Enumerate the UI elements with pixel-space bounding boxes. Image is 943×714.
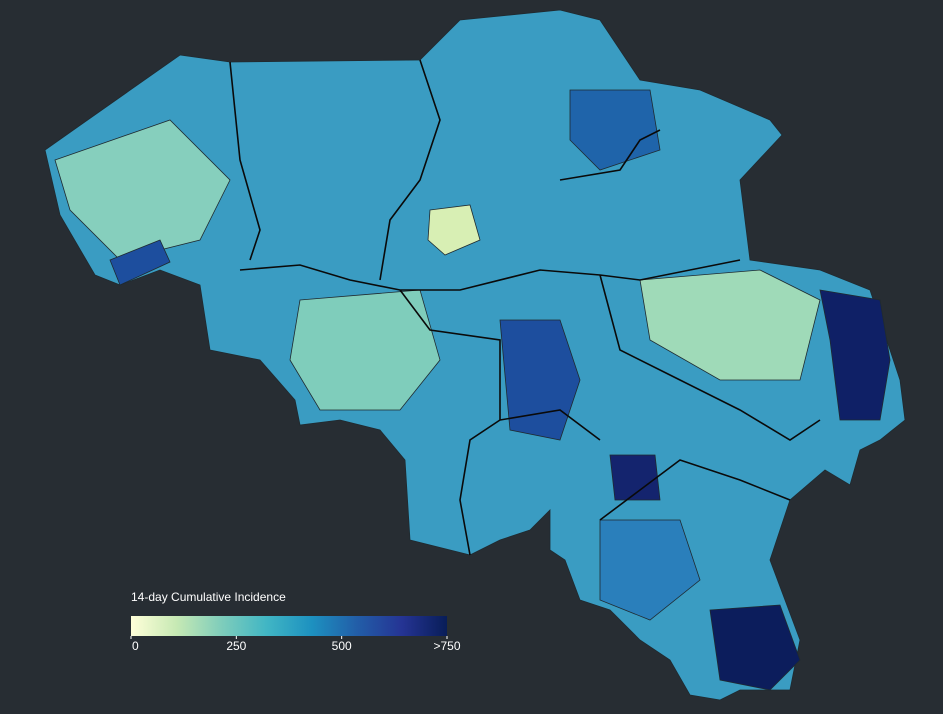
region-patch — [609, 454, 661, 501]
region-patch — [709, 604, 801, 691]
legend-title: 14-day Cumulative Incidence — [131, 590, 286, 604]
tick-label: 0 — [132, 639, 139, 653]
tick-label: 250 — [226, 639, 246, 653]
color-scale — [131, 616, 447, 636]
belgium-map — [44, 9, 906, 701]
province-border — [229, 59, 821, 556]
region-patch — [599, 519, 701, 621]
region-patch — [54, 119, 231, 261]
country-shape — [44, 9, 906, 701]
tick-label: 500 — [332, 639, 352, 653]
region-patch — [109, 239, 171, 286]
tick-label: >750 — [433, 639, 460, 653]
region-patch — [819, 289, 891, 421]
legend: 14-day Cumulative Incidence 0 250 500 >750 — [130, 590, 461, 653]
region-patch — [427, 204, 481, 256]
region-patch — [639, 269, 821, 381]
region-patch — [569, 89, 661, 171]
